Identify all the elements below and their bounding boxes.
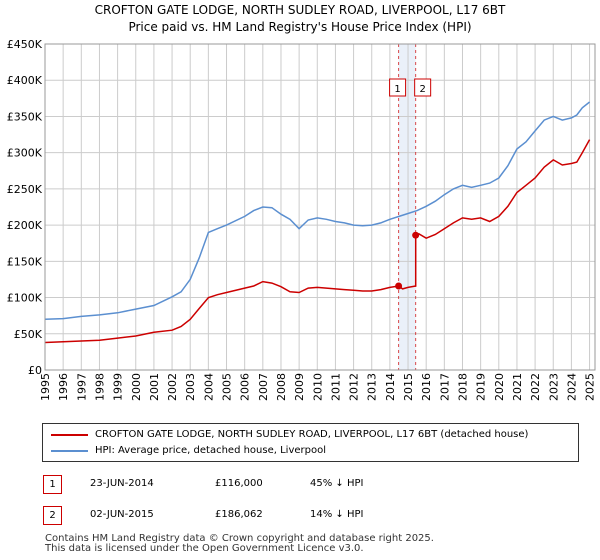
y-tick-label: £50K: [14, 328, 43, 341]
y-tick-label: £250K: [7, 183, 43, 196]
legend-label-property: CROFTON GATE LODGE, NORTH SUDLEY ROAD, L…: [95, 429, 529, 440]
sale-number-box: [389, 78, 407, 97]
y-tick-label: £300K: [7, 147, 43, 160]
y-tick-label: £200K: [7, 219, 43, 232]
x-tick-label: 2008: [275, 373, 288, 401]
y-tick-label: £450K: [7, 38, 43, 51]
x-tick-label: 2005: [221, 373, 234, 401]
y-tick-label: £100K: [7, 292, 43, 305]
x-tick-label: 2021: [511, 373, 524, 401]
price-chart: £0 £50K £100K £150K £200K £250K £300K £350K £400…: [7, 38, 597, 401]
x-tick-label: 2012: [348, 373, 361, 401]
x-tick-label: 2000: [130, 373, 143, 401]
transaction-date: 02-JUN-2015: [90, 509, 154, 520]
legend-swatch-hpi: [51, 450, 88, 452]
footer-copyright: Contains HM Land Registry data © Crown c…: [45, 533, 434, 544]
x-tick-label: 2002: [166, 373, 179, 401]
y-tick-label: £0: [28, 364, 42, 377]
legend-swatch-property: [51, 434, 88, 436]
x-tick-label: 2024: [565, 373, 578, 401]
x-tick-label: 2020: [493, 373, 506, 401]
x-tick-label: 2023: [547, 373, 560, 401]
y-tick-label: £400K: [7, 74, 43, 87]
sale-point: [412, 231, 420, 239]
x-tick-label: 1995: [39, 373, 52, 401]
x-tick-label: 1996: [57, 373, 70, 401]
x-tick-label: 2011: [329, 373, 342, 401]
legend-label-hpi: HPI: Average price, detached house, Live…: [95, 445, 327, 456]
transaction-marker: 1: [43, 475, 62, 494]
x-tick-label: 1999: [112, 373, 125, 401]
x-tick-label: 2025: [584, 373, 597, 401]
x-tick-label: 2013: [366, 373, 379, 401]
transaction-row: 2 02-JUN-2015 £186,062 14% ↓ HPI: [0, 506, 600, 526]
x-tick-label: 1997: [75, 373, 88, 401]
y-tick-label: £350K: [7, 110, 43, 123]
transaction-hpi-diff: 14% ↓ HPI: [310, 509, 364, 520]
x-tick-label: 2010: [311, 373, 324, 401]
x-tick-label: 2015: [402, 373, 415, 401]
plot-area: [45, 44, 595, 370]
chart-subtitle: Price paid vs. HM Land Registry's House …: [128, 20, 472, 34]
legend: CROFTON GATE LODGE, NORTH SUDLEY ROAD, L…: [42, 423, 579, 462]
x-tick-label: 2022: [529, 373, 542, 401]
x-tick-label: 2019: [475, 373, 488, 401]
x-tick-label: 2009: [293, 373, 306, 401]
plot-border: [44, 43, 596, 371]
chart-title: CROFTON GATE LODGE, NORTH SUDLEY ROAD, L…: [94, 3, 506, 17]
sale-number-box: [414, 78, 432, 97]
x-tick-label: 2007: [257, 373, 270, 401]
transaction-price: £186,062: [215, 509, 263, 520]
x-tick-label: 2017: [438, 373, 451, 401]
transaction-marker: 2: [43, 506, 62, 525]
x-tick-label: 2001: [148, 373, 161, 401]
x-tick-label: 2003: [184, 373, 197, 401]
x-tick-label: 2016: [420, 373, 433, 401]
transaction-row: 1 23-JUN-2014 £116,000 45% ↓ HPI: [0, 475, 600, 495]
y-tick-label: £150K: [7, 255, 43, 268]
x-tick-label: 1998: [93, 373, 106, 401]
x-tick-label: 2004: [202, 373, 215, 401]
transaction-price: £116,000: [215, 478, 263, 489]
x-tick-label: 2006: [239, 373, 252, 401]
sale-number-label: 1: [394, 84, 400, 95]
transaction-hpi-diff: 45% ↓ HPI: [310, 478, 364, 489]
transaction-date: 23-JUN-2014: [90, 478, 154, 489]
sale-number-label: 2: [419, 84, 425, 95]
sale-point: [395, 282, 403, 290]
property-series-line: [44, 139, 591, 344]
x-tick-label: 2018: [456, 373, 469, 401]
x-tick-label: 2014: [384, 373, 397, 401]
hpi-series-line: [44, 101, 591, 321]
footer-licence: This data is licensed under the Open Gov…: [45, 543, 364, 554]
